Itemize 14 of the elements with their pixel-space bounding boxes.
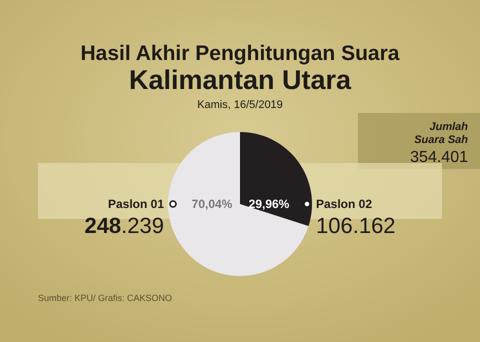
text: 70,04% — [192, 197, 233, 211]
slice-label: Paslon 02 — [316, 197, 372, 211]
text: Kamis, 16/5/2019 — [197, 99, 283, 111]
text: 29,96% — [248, 197, 290, 211]
chart-subtitle: Kalimantan Utara — [128, 65, 352, 95]
pie-slice — [168, 132, 309, 276]
text: Jumlah Suara Sah — [414, 121, 468, 146]
pie-slice — [240, 132, 312, 226]
chart-title: Hasil Akhir Penghitungan Suara — [80, 42, 400, 65]
slice-label: Paslon 01 — [108, 197, 164, 211]
text: Sumber: KPU/ Grafis: CAKSONO — [38, 293, 172, 303]
data-label: 248.239 — [84, 213, 164, 238]
text: 354.401 — [410, 149, 468, 166]
data-label: 106.162 — [316, 213, 396, 238]
